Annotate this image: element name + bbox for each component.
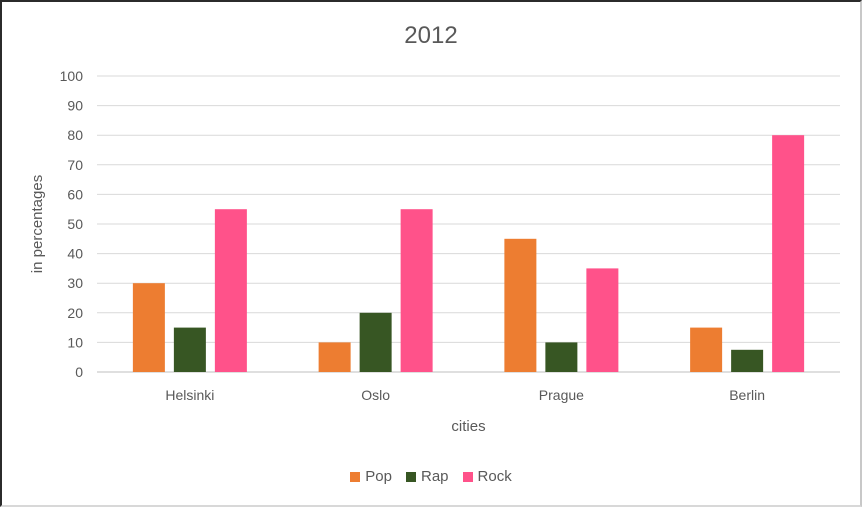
x-axis-title: cities — [451, 418, 485, 435]
bars — [132, 135, 805, 372]
legend-swatch — [405, 471, 416, 482]
y-axis-ticks: 0 10 20 30 40 50 60 70 80 90 100 — [60, 68, 84, 380]
x-tick-label: Helsinki — [165, 387, 214, 403]
legend-item-pop: Pop — [350, 468, 392, 485]
bar-rap-prague — [545, 342, 578, 372]
bar-rock-berlin — [772, 135, 805, 372]
y-tick-label: 20 — [67, 305, 83, 321]
legend-item-rock: Rock — [462, 468, 512, 485]
x-tick-label: Berlin — [729, 387, 765, 403]
x-tick-label: Oslo — [361, 387, 390, 403]
legend-label: Rock — [477, 468, 512, 485]
y-tick-label: 30 — [67, 275, 83, 291]
y-axis-title: in percentages — [29, 175, 46, 273]
legend-item-rap: Rap — [405, 468, 449, 485]
bar-pop-oslo — [318, 342, 351, 372]
x-tick-label: Prague — [539, 387, 584, 403]
chart-title: 2012 — [404, 22, 458, 49]
bar-rock-helsinki — [214, 209, 247, 372]
y-tick-label: 10 — [67, 334, 83, 350]
x-axis-ticks: Helsinki Oslo Prague Berlin — [165, 387, 765, 403]
y-tick-label: 100 — [60, 68, 84, 84]
bar-rap-berlin — [731, 349, 764, 372]
y-tick-label: 70 — [67, 157, 83, 173]
y-tick-label: 60 — [67, 186, 83, 202]
y-tick-label: 80 — [67, 127, 83, 143]
legend-swatch — [350, 471, 361, 482]
legend-swatch — [462, 471, 473, 482]
bar-pop-berlin — [690, 327, 723, 372]
gridlines — [97, 75, 840, 373]
y-tick-label: 40 — [67, 246, 83, 262]
bar-rap-helsinki — [173, 327, 206, 372]
bar-rap-oslo — [359, 312, 392, 372]
bar-rock-oslo — [400, 209, 433, 372]
legend-label: Rap — [420, 468, 449, 485]
bar-pop-prague — [504, 238, 537, 372]
legend: Pop Rap Rock — [0, 468, 862, 485]
bar-rock-prague — [586, 268, 619, 372]
y-tick-label: 90 — [67, 98, 83, 114]
y-tick-label: 50 — [67, 216, 83, 232]
y-tick-label: 0 — [75, 364, 83, 380]
legend-label: Pop — [365, 468, 392, 485]
bar-pop-helsinki — [132, 283, 165, 372]
